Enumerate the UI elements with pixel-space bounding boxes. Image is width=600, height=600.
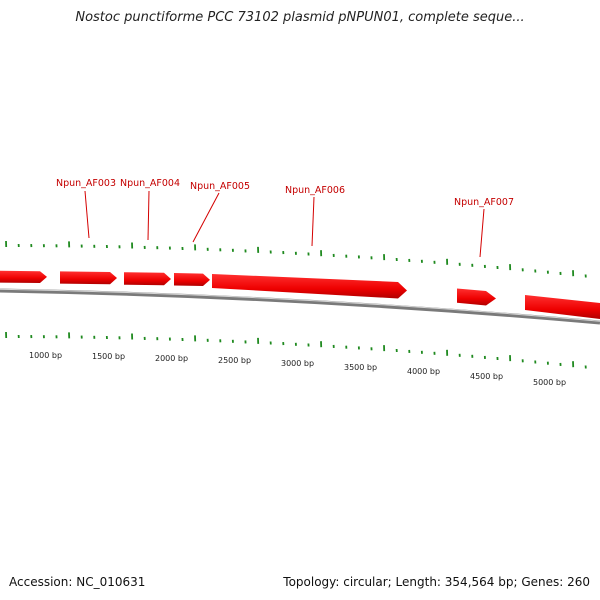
bp-tick-label: 1500 bp [92,352,125,361]
gene-label[interactable]: Npun_AF006 [285,185,345,196]
gene-label[interactable]: Npun_AF003 [56,178,116,189]
gene-label[interactable]: Npun_AF004 [120,178,180,189]
gene-arrow[interactable] [457,288,496,306]
gene-arrow[interactable] [124,272,171,286]
leader-line [192,192,220,243]
leader-line [147,190,150,241]
bp-tick-label: 5000 bp [533,378,566,387]
bp-tick-label: 1000 bp [29,351,62,360]
gene-label[interactable]: Npun_AF005 [190,181,250,192]
topology-summary-text: Topology: circular; Length: 354,564 bp; … [283,575,590,589]
bp-tick-label: 2500 bp [218,356,251,365]
gene-arrow[interactable] [174,273,210,286]
gene-arrow[interactable] [212,274,407,299]
bp-tick-label: 4500 bp [470,372,503,381]
leader-line [479,208,485,258]
gene-label[interactable]: Npun_AF007 [454,197,514,208]
gene-label-leaders [84,190,485,258]
leader-line [84,190,90,239]
outer-tick-ring [5,240,587,278]
gene-labels: Npun_AF003 Npun_AF004 Npun_AF005 Npun_AF… [56,178,514,208]
gene-arrow[interactable] [525,295,600,319]
plasmid-backbone [0,288,600,325]
plasmid-backbone-highlight [0,288,600,322]
accession-text: Accession: NC_010631 [9,575,146,589]
bp-tick-label: 3500 bp [344,363,377,372]
map-title: Nostoc punctiforme PCC 73102 plasmid pNP… [75,10,525,25]
gene-arrow[interactable] [0,270,47,283]
inner-tick-ring [5,331,587,369]
bp-tick-label: 4000 bp [407,367,440,376]
bp-tick-label: 2000 bp [155,354,188,363]
gene-features [0,270,600,319]
leader-line [311,196,315,247]
gene-arrow[interactable] [60,271,117,285]
bp-tick-label: 3000 bp [281,359,314,368]
bp-tick-labels: 1000 bp 1500 bp 2000 bp 2500 bp 3000 bp … [29,351,566,387]
